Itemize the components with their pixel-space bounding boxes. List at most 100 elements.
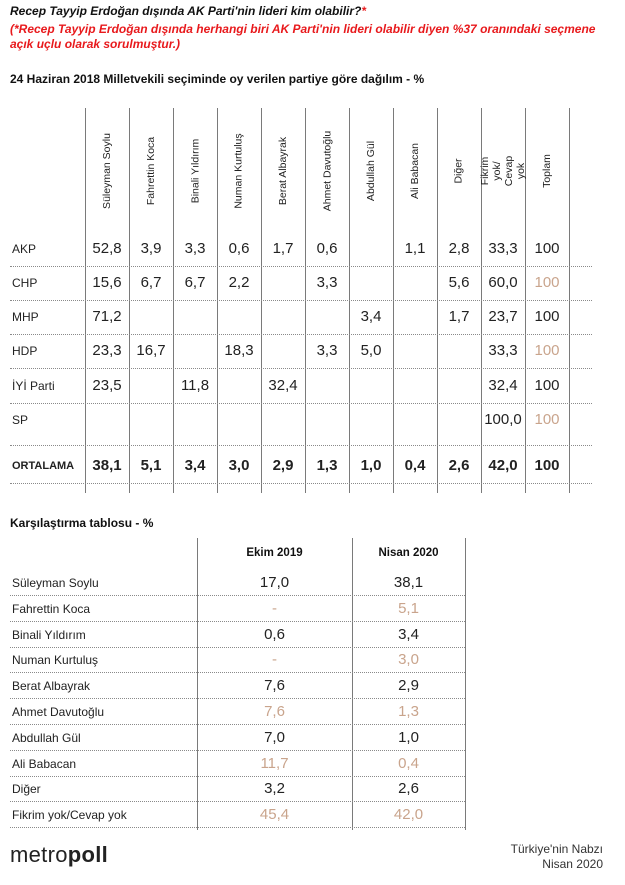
table-cell: 6,7 xyxy=(184,274,206,291)
table-cell: 0,4 xyxy=(398,755,419,772)
row-label: Numan Kurtuluş xyxy=(12,653,99,667)
table-cell: 3,0 xyxy=(228,457,250,474)
table-cell: 23,5 xyxy=(92,377,122,394)
table-cell: 1,3 xyxy=(316,457,338,474)
table-cell: 38,1 xyxy=(92,457,122,474)
table-cell: 100 xyxy=(534,274,560,291)
table-cell: 0,6 xyxy=(264,626,285,643)
row-label: HDP xyxy=(12,344,38,358)
row-divider xyxy=(10,776,465,777)
table-cell: 71,2 xyxy=(92,308,122,325)
column-header-label: Süleyman Soylu xyxy=(101,133,113,209)
table-cell: 0,4 xyxy=(404,457,426,474)
table-cell: 23,7 xyxy=(488,308,518,325)
table-cell: 3,3 xyxy=(316,342,338,359)
row-divider xyxy=(10,595,465,596)
row-label: Süleyman Soylu xyxy=(12,576,99,590)
column-header-label: Diğer xyxy=(453,158,465,184)
row-label: Ali Babacan xyxy=(12,757,77,771)
table-cell: 3,0 xyxy=(398,651,419,668)
column-header: Ekim 2019 xyxy=(246,547,303,559)
row-label: Fikrim yok/Cevap yok xyxy=(12,808,127,822)
row-label: ORTALAMA xyxy=(12,460,75,472)
question-text: Recep Tayyip Erdoğan dışında AK Parti'ni… xyxy=(10,4,615,19)
column-header-label: Numan Kurtuluş xyxy=(233,133,246,209)
table-cell: 1,1 xyxy=(404,240,426,257)
table-cell: 3,4 xyxy=(184,457,206,474)
table-cell: 16,7 xyxy=(136,342,166,359)
table-cell: 5,1 xyxy=(140,457,162,474)
row-divider xyxy=(10,801,465,802)
table-cell: 1,7 xyxy=(272,240,294,257)
table-cell: 3,4 xyxy=(360,308,382,325)
column-divider xyxy=(197,538,198,830)
row-label: Berat Albayrak xyxy=(12,679,91,693)
column-header: Abdullah Gül xyxy=(351,112,391,230)
column-header-label: Binali Yıldırım xyxy=(189,138,201,204)
row-divider xyxy=(10,368,592,369)
table-cell: 2,2 xyxy=(228,274,250,291)
row-divider xyxy=(10,445,592,446)
table-cell: 1,0 xyxy=(360,457,382,474)
source-line-1: Türkiye'nin Nabzı xyxy=(510,842,603,856)
table-cell: - xyxy=(272,651,277,668)
row-divider xyxy=(10,724,465,725)
table-cell: 2,9 xyxy=(272,457,294,474)
table-cell: 100 xyxy=(534,240,560,257)
table-cell: 5,6 xyxy=(448,274,470,291)
table-cell: - xyxy=(272,600,277,617)
column-divider xyxy=(352,538,353,830)
table-cell: 15,6 xyxy=(92,274,122,291)
row-divider xyxy=(10,647,465,648)
column-divider xyxy=(465,538,466,830)
column-header-label: Fahrettin Koca xyxy=(145,136,158,206)
question-star: * xyxy=(361,4,367,18)
table-cell: 3,3 xyxy=(184,240,206,257)
column-header-label: Fikrim yok/ Cevap yok xyxy=(479,155,527,187)
table-cell: 32,4 xyxy=(488,377,518,394)
table-cell: 32,4 xyxy=(268,377,298,394)
table-cell: 18,3 xyxy=(224,342,254,359)
table2-title: Karşılaştırma tablosu - % xyxy=(10,516,154,530)
table-cell: 7,6 xyxy=(264,677,285,694)
table-cell: 3,9 xyxy=(140,240,162,257)
column-header-label: Ali Babacan xyxy=(409,142,422,200)
party-distribution-table: Süleyman Soylu Fahrettin Koca Binali Yıldı… xyxy=(10,108,592,493)
row-divider xyxy=(10,266,592,267)
row-divider xyxy=(10,300,592,301)
table-cell: 42,0 xyxy=(488,457,518,474)
table-cell: 60,0 xyxy=(488,274,518,291)
column-header: Ali Babacan xyxy=(395,112,435,230)
table-cell: 45,4 xyxy=(259,806,290,823)
column-header-label: Abdullah Gül xyxy=(365,140,377,202)
table-cell: 7,0 xyxy=(264,729,285,746)
column-header: Numan Kurtuluş xyxy=(219,112,259,230)
row-label: SP xyxy=(12,413,29,427)
row-label: Fahrettin Koca xyxy=(12,602,91,616)
table-cell: 23,3 xyxy=(92,342,122,359)
column-header-label: Berat Albayrak xyxy=(277,136,290,206)
row-label: CHP xyxy=(12,276,38,290)
column-header-label: Ahmet Davutoğlu xyxy=(321,130,334,212)
table-cell: 1,3 xyxy=(398,703,419,720)
table-cell: 33,3 xyxy=(488,240,518,257)
row-divider xyxy=(10,750,465,751)
table-cell: 100 xyxy=(534,411,560,428)
table-cell: 0,6 xyxy=(316,240,338,257)
table-cell: 3,2 xyxy=(264,780,285,797)
table-cell: 100 xyxy=(534,308,560,325)
table-cell: 0,6 xyxy=(228,240,250,257)
row-label: Diğer xyxy=(12,782,41,796)
table-cell: 2,9 xyxy=(398,677,419,694)
row-label: İYİ Parti xyxy=(12,379,55,393)
column-header: Süleyman Soylu xyxy=(87,112,127,230)
column-header: Diğer xyxy=(439,112,479,230)
column-header: Fikrim yok/ Cevap yok xyxy=(479,112,527,230)
row-divider xyxy=(10,672,465,673)
table-cell: 6,7 xyxy=(140,274,162,291)
table-cell: 100 xyxy=(534,457,560,474)
source-line-2: Nisan 2020 xyxy=(542,857,603,871)
table-cell: 2,6 xyxy=(448,457,470,474)
row-divider xyxy=(10,334,592,335)
column-header-label: Toplam xyxy=(540,154,553,188)
